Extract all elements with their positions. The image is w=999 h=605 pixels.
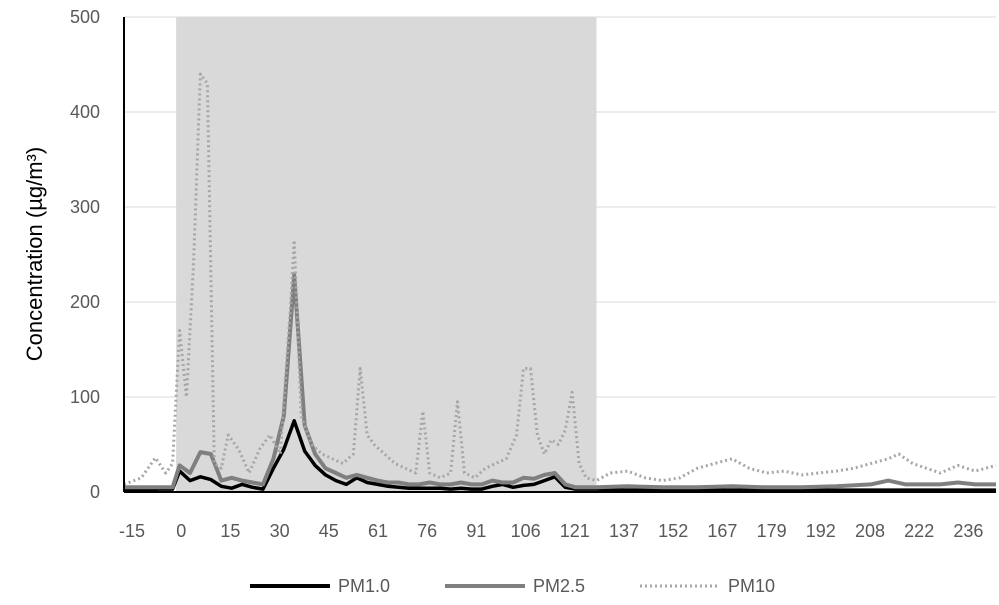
legend-label: PM1.0 — [338, 576, 390, 596]
x-tick-label: 15 — [220, 521, 240, 541]
axes — [123, 17, 996, 493]
x-tick-label: 121 — [560, 521, 590, 541]
x-tick-labels: -15 0 15 30 45 61 76 91 106 121 137 152 167 179 192 208… — [119, 521, 983, 541]
x-tick-label: 30 — [270, 521, 290, 541]
x-tick-label: 192 — [806, 521, 836, 541]
y-axis-title: Concentration (µg/m³) — [22, 147, 47, 361]
x-tick-label: 45 — [319, 521, 339, 541]
x-tick-label: -15 — [119, 521, 145, 541]
gridlines — [124, 16, 996, 398]
series-pm10 — [124, 419, 996, 492]
x-tick-label: 91 — [466, 521, 486, 541]
x-tick-label: 152 — [658, 521, 688, 541]
series-pm25 — [124, 273, 996, 490]
y-tick-label: 200 — [70, 292, 100, 312]
y-tick-label: 400 — [70, 102, 100, 122]
x-tick-label: 179 — [757, 521, 787, 541]
legend: PM1.0 PM2.5 PM10 — [250, 576, 775, 596]
legend-label: PM2.5 — [533, 576, 585, 596]
series-lines — [123, 72, 997, 492]
shaded-period-layer — [176, 17, 597, 492]
x-tick-label: 106 — [511, 521, 541, 541]
x-tick-label: 137 — [609, 521, 639, 541]
x-tick-label: 236 — [953, 521, 983, 541]
legend-label: PM10 — [728, 576, 775, 596]
x-tick-label: 0 — [176, 521, 186, 541]
y-tick-label: 0 — [90, 482, 100, 502]
y-tick-label: 500 — [70, 7, 100, 27]
x-tick-label: 167 — [707, 521, 737, 541]
x-tick-label: 76 — [417, 521, 437, 541]
shaded-period — [176, 17, 597, 492]
x-tick-label: 208 — [855, 521, 885, 541]
y-tick-label: 100 — [70, 387, 100, 407]
x-tick-label: 61 — [368, 521, 388, 541]
x-tick-label: 222 — [904, 521, 934, 541]
y-tick-label: 300 — [70, 197, 100, 217]
y-tick-labels: 0 100 200 300 400 500 — [70, 7, 100, 502]
